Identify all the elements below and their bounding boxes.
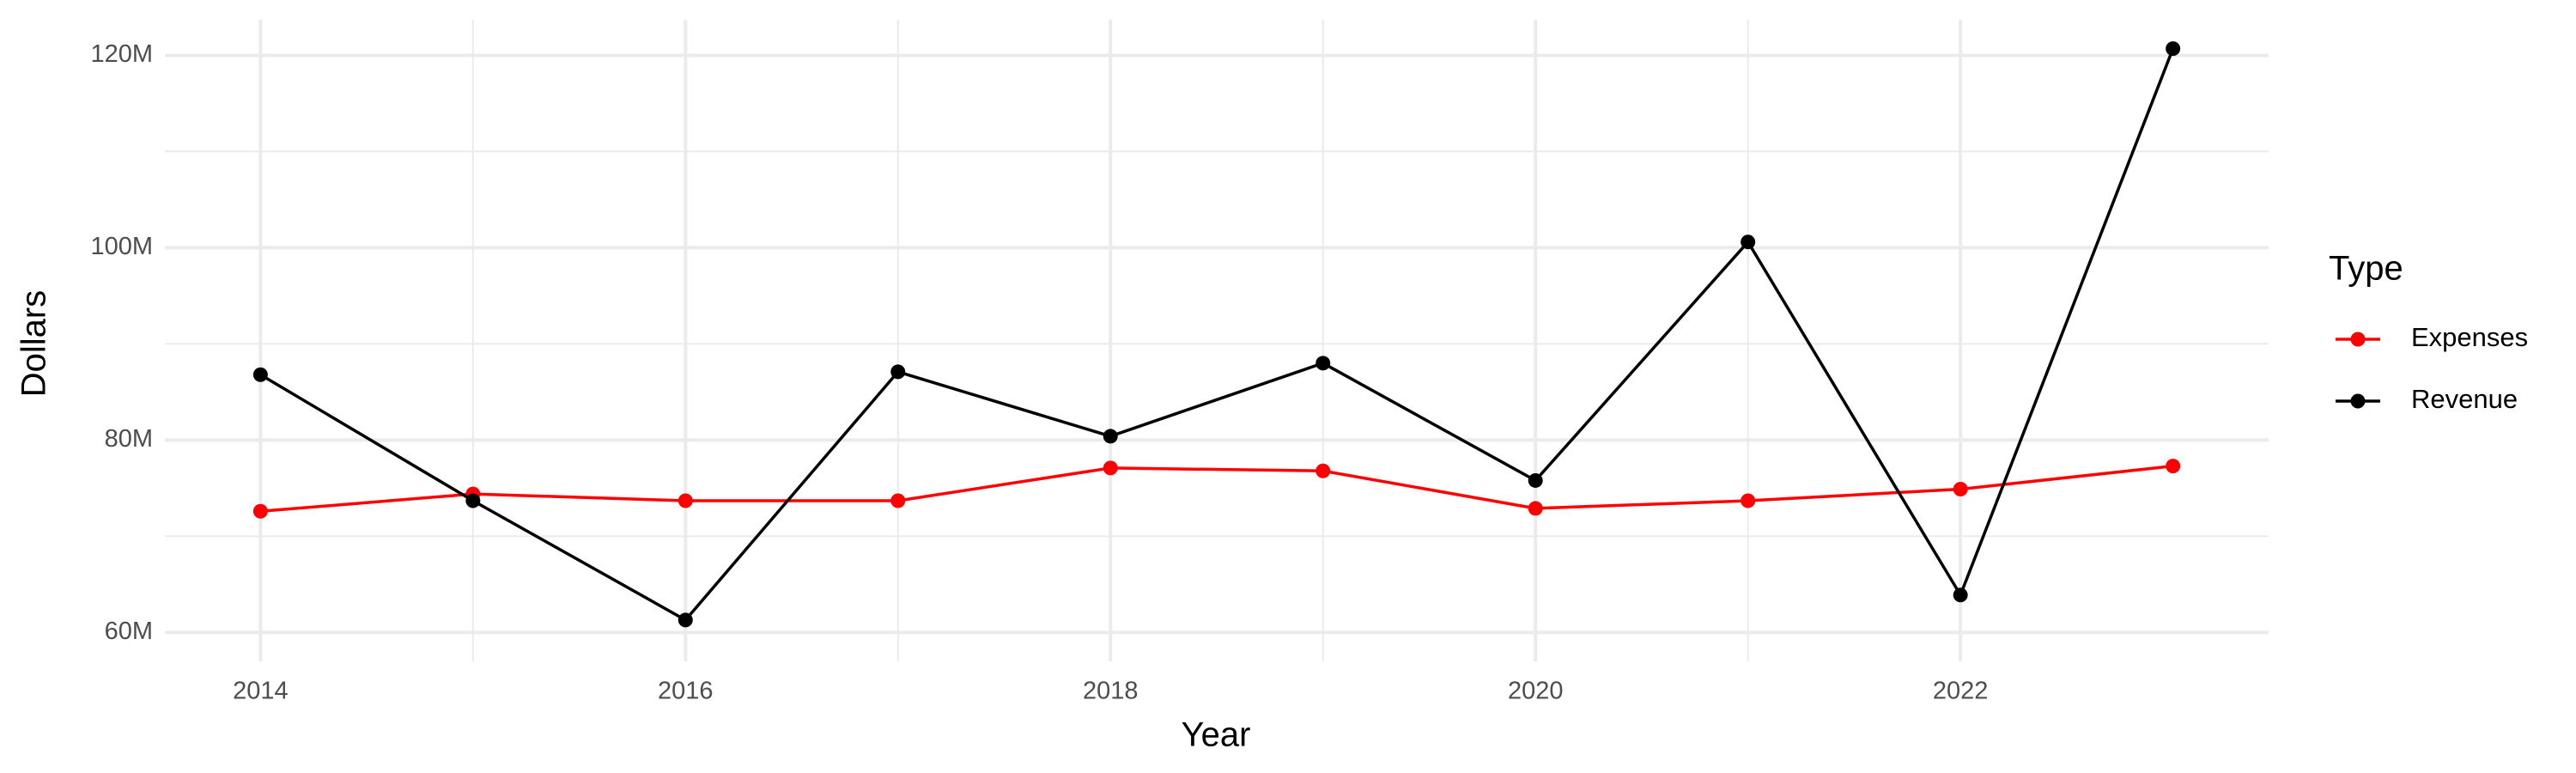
y-tick-label: 100M <box>90 233 153 260</box>
data-point <box>1953 482 1968 497</box>
x-tick-label: 2016 <box>658 678 714 705</box>
data-point <box>465 493 481 508</box>
legend-key-point <box>2350 332 2366 347</box>
x-tick-label: 2020 <box>1508 678 1564 705</box>
y-tick-label: 60M <box>105 618 153 645</box>
series-line <box>260 464 2173 514</box>
y-tick-label: 80M <box>105 425 153 453</box>
data-point <box>1103 429 1118 444</box>
legend-label: Expenses <box>2411 322 2528 352</box>
data-point <box>890 493 906 508</box>
series-line <box>259 47 2175 623</box>
data-point <box>1741 493 1756 508</box>
x-tick-label: 2014 <box>233 678 289 705</box>
data-point <box>1953 587 1968 603</box>
data-point <box>1528 472 1543 488</box>
legend-title: Type <box>2329 250 2403 288</box>
data-point <box>677 493 693 508</box>
data-point <box>2166 41 2181 57</box>
y-tick-label: 120M <box>90 40 153 68</box>
y-axis-title: Dollars <box>15 290 53 397</box>
x-tick-label: 2022 <box>1933 678 1989 705</box>
data-point <box>2166 459 2181 474</box>
legend-key-point <box>2350 393 2366 409</box>
data-point <box>252 503 268 519</box>
data-point <box>1315 356 1331 371</box>
data-point <box>677 612 693 628</box>
data-point <box>890 364 906 380</box>
data-point <box>252 367 268 382</box>
data-point <box>1315 463 1331 478</box>
data-point <box>1103 460 1118 476</box>
x-tick-label: 2018 <box>1083 678 1139 705</box>
legend-label: Revenue <box>2411 384 2518 414</box>
data-point <box>1741 234 1756 250</box>
data-point <box>1528 501 1543 516</box>
x-axis-title: Year <box>1182 716 1251 754</box>
